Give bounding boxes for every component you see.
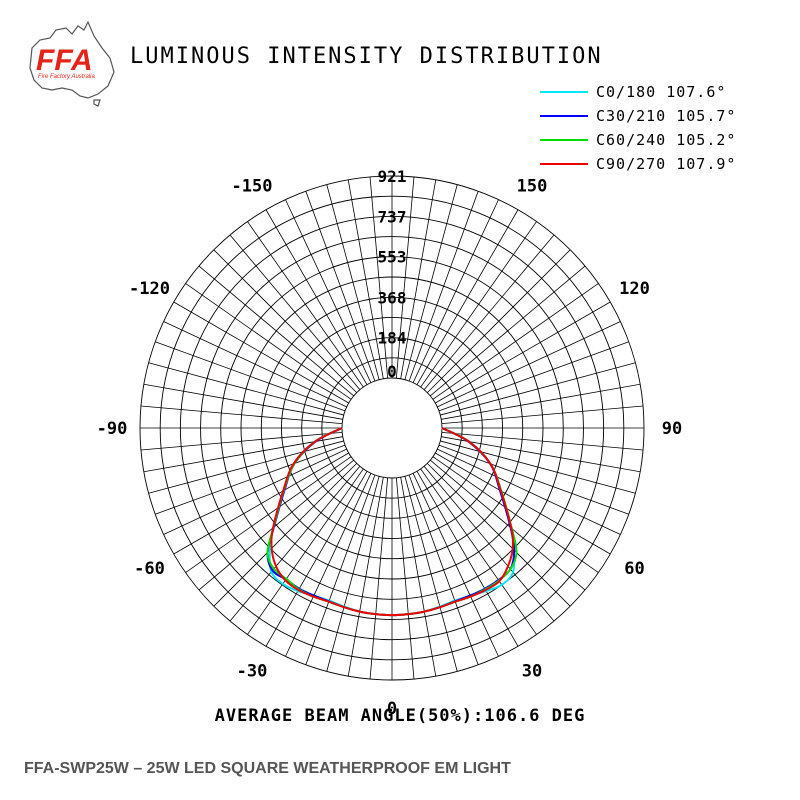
legend-item: C0/180 107.6°	[540, 80, 780, 104]
legend-label: C60/240 105.2°	[596, 131, 737, 149]
grid-ring	[281, 317, 503, 539]
angle-label: 120	[619, 279, 650, 299]
legend-swatch	[540, 163, 588, 165]
radial-tick-label: 553	[378, 248, 407, 267]
angle-label: 60	[624, 559, 644, 579]
legend-label: C30/210 105.7°	[596, 107, 737, 125]
angle-label: -30	[237, 661, 268, 681]
legend-swatch	[540, 139, 588, 141]
angle-label: 150	[517, 177, 548, 197]
chart-title: LUMINOUS INTENSITY DISTRIBUTION	[130, 44, 603, 69]
angle-label: -60	[134, 559, 165, 579]
angle-label: -90	[97, 419, 128, 439]
logo-brand: FFA	[36, 44, 93, 77]
radial-tick-label: 737	[378, 207, 407, 226]
legend-item: C90/270 107.9°	[540, 152, 780, 176]
angle-label: 30	[522, 661, 542, 681]
ffa-logo: FFA Fire Factory Australia	[29, 20, 115, 107]
legend-label: C90/270 107.9°	[596, 155, 737, 173]
grid-ring	[321, 357, 463, 499]
australia-outline-icon	[29, 20, 115, 107]
grid-ring	[139, 175, 645, 681]
grid-ring	[220, 256, 564, 600]
radial-tick-label: 184	[378, 329, 407, 348]
angle-label: -150	[232, 177, 273, 197]
grid-ring	[200, 236, 584, 620]
grid-ring	[240, 276, 544, 580]
series-line	[266, 427, 516, 617]
legend-item: C30/210 105.7°	[540, 104, 780, 128]
radial-tick-label: 368	[378, 288, 407, 307]
grid-ring	[301, 337, 483, 519]
legend-label: C0/180 107.6°	[596, 83, 727, 101]
legend-item: C60/240 105.2°	[540, 128, 780, 152]
grid-ring	[341, 377, 443, 479]
radial-tick-label: 921	[378, 167, 407, 186]
logo-tagline: Fire Factory Australia	[38, 74, 95, 80]
radial-tick-label: 0	[387, 362, 397, 381]
grid-ring	[260, 296, 524, 560]
legend: C0/180 107.6° C30/210 105.7° C60/240 105…	[540, 80, 780, 176]
grid-ring	[179, 215, 605, 641]
legend-swatch	[540, 91, 588, 93]
angle-label: -120	[129, 279, 170, 299]
angle-label: 90	[662, 419, 682, 439]
grid-ring	[159, 195, 625, 661]
beam-angle-annotation: AVERAGE BEAM ANGLE(50%):106.6 DEG	[214, 706, 586, 726]
product-name: FFA-SWP25W – 25W LED SQUARE WEATHERPROOF…	[24, 760, 511, 777]
legend-swatch	[540, 115, 588, 117]
angle-label: 0	[387, 699, 397, 719]
series-line	[270, 427, 515, 617]
